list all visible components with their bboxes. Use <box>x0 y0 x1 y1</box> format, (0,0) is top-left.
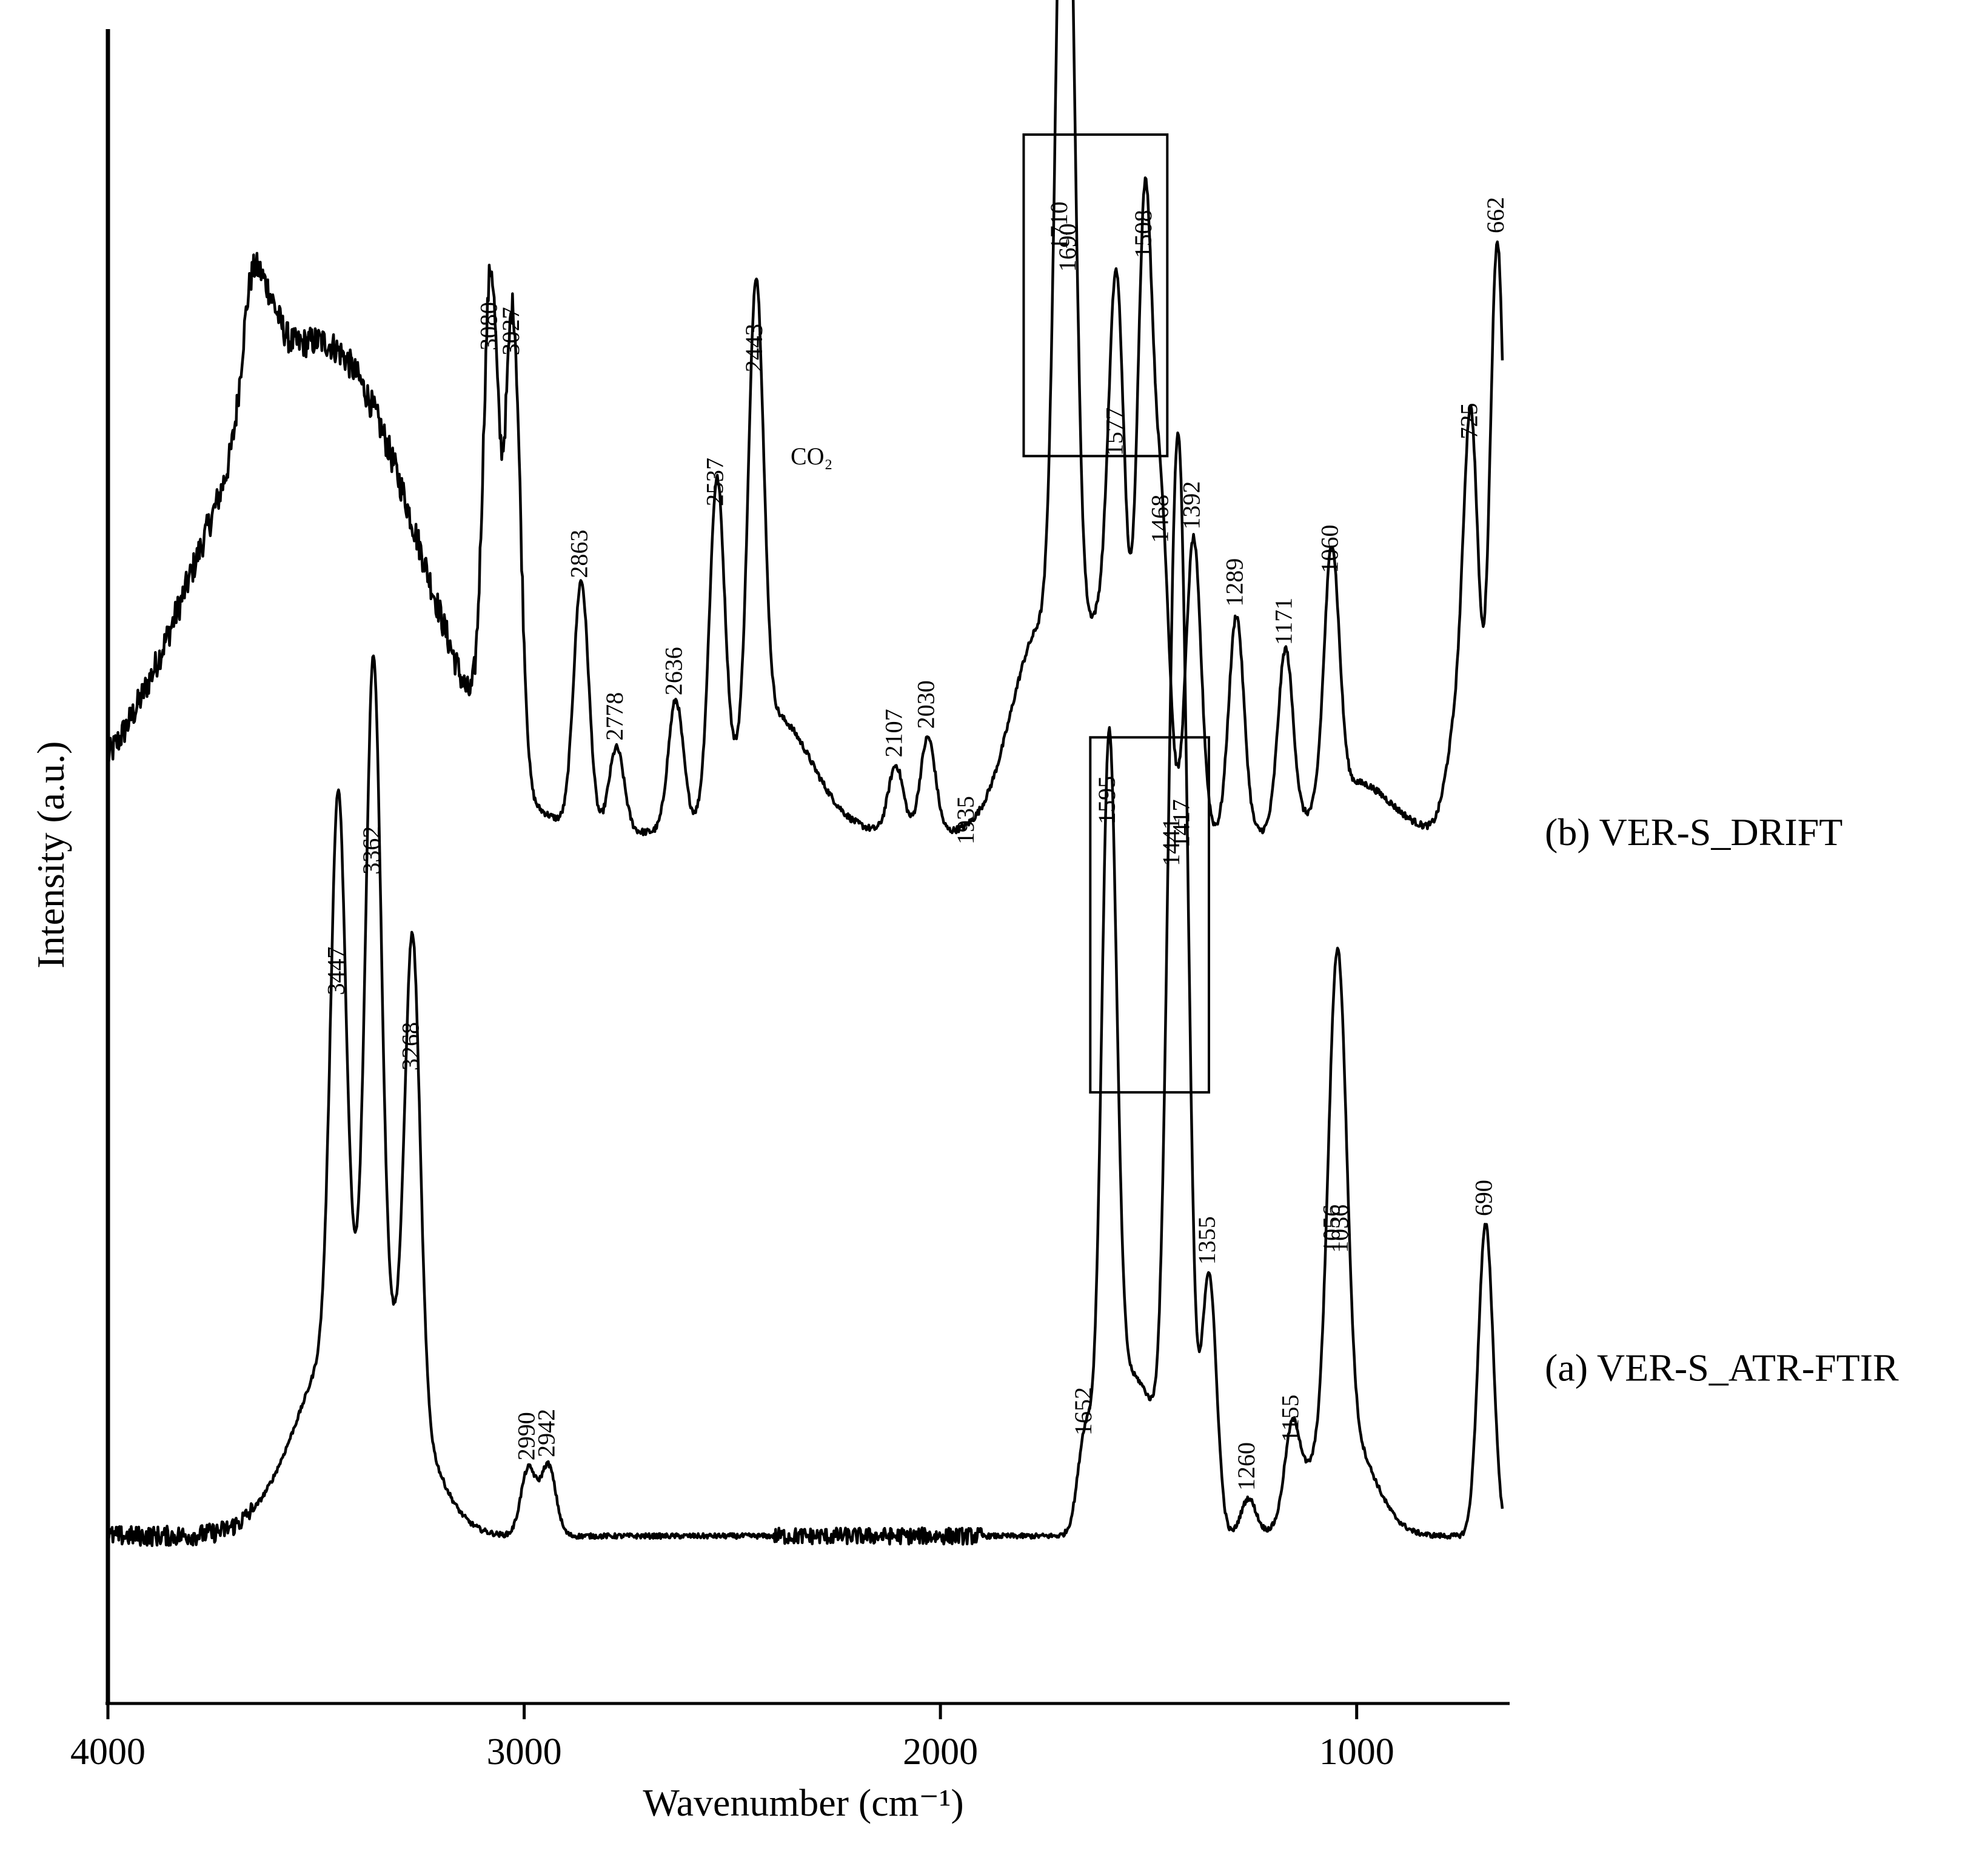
series-a-line <box>106 431 1504 1548</box>
peak-label: 2942 <box>532 1409 560 1457</box>
peak-label: 1690 <box>1054 223 1081 272</box>
peak-label: 1468 <box>1146 495 1173 543</box>
peak-label: 1289 <box>1220 558 1248 607</box>
peak-label: 1060 <box>1316 524 1343 573</box>
highlight-box <box>1022 133 1169 458</box>
peak-label: 1355 <box>1193 1216 1220 1265</box>
peak-label: 1652 <box>1069 1387 1097 1436</box>
peak-label: 2778 <box>601 692 628 741</box>
series-b-line <box>106 0 1504 837</box>
peak-label: 2636 <box>660 647 687 695</box>
y-axis-title: Intensity (a.u.) <box>29 741 72 969</box>
peak-label: 1171 <box>1270 598 1297 646</box>
peak-label: 1392 <box>1178 481 1205 530</box>
peak-label: 2537 <box>701 458 728 506</box>
x-tick-label: 2000 <box>903 1731 978 1773</box>
series-b-label: (b) VER-S_DRIFT <box>1545 811 1842 854</box>
peak-label: 1935 <box>952 796 979 844</box>
peak-label: 1155 <box>1276 1394 1304 1442</box>
highlight-box <box>1089 736 1210 1094</box>
peak-label: 690 <box>1470 1180 1497 1216</box>
peak-label: 2443 <box>740 324 768 372</box>
peak-label: 2030 <box>912 680 940 729</box>
peak-label: 1710 <box>1045 201 1073 250</box>
peak-label: 3268 <box>397 1022 424 1071</box>
x-axis-title: Wavenumber (cm⁻¹) <box>643 1781 963 1824</box>
peak-label: 1260 <box>1233 1442 1260 1491</box>
peak-label: 1577 <box>1101 407 1128 456</box>
peak-label: 1508 <box>1130 210 1157 258</box>
peak-label: 3362 <box>358 826 385 875</box>
x-axis-ticks: 4000 3000 2000 1000 <box>70 1703 1394 1773</box>
series-a-label: (a) VER-S_ATR-FTIR <box>1545 1346 1899 1389</box>
peak-label: 3447 <box>323 947 350 995</box>
peak-label: 1441 <box>1157 818 1185 866</box>
x-tick-label: 4000 <box>70 1731 146 1773</box>
peak-label: 2107 <box>880 709 908 757</box>
peak-label: 1595 <box>1093 776 1120 824</box>
peak-label: 2863 <box>566 530 593 578</box>
x-tick-label: 1000 <box>1319 1731 1394 1773</box>
co2-annotation: CO₂ <box>791 443 833 470</box>
peak-label: 662 <box>1482 197 1509 233</box>
peak-label: 725 <box>1456 403 1483 439</box>
x-tick-label: 3000 <box>487 1731 562 1773</box>
peak-label: 1036 <box>1326 1205 1353 1253</box>
peak-label: 1056 <box>1317 1205 1345 1253</box>
peak-label: 3027 <box>497 307 524 355</box>
peak-label: 2990 <box>512 1412 540 1460</box>
peak-label: 3080 <box>475 302 503 350</box>
peak-label: 1417 <box>1167 799 1194 847</box>
